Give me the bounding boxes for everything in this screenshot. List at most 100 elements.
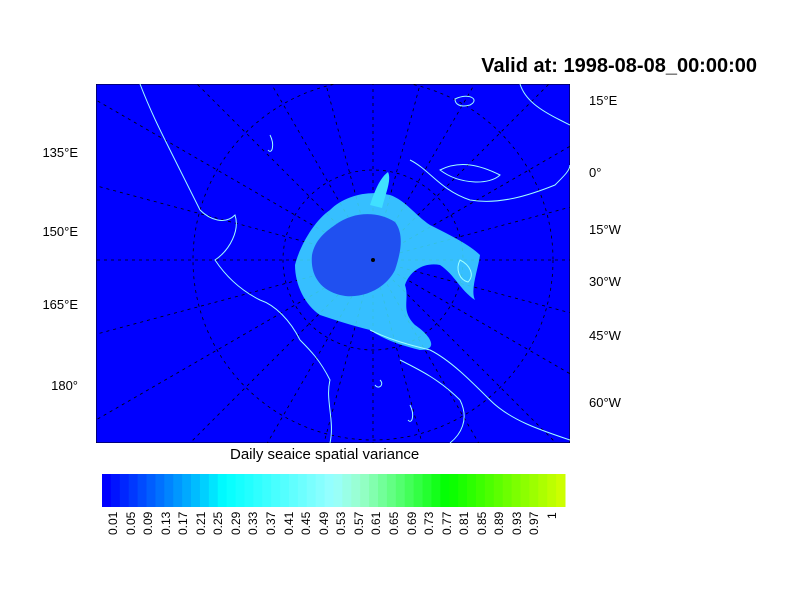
colorbar-tick-label: 0.49 [316,512,331,536]
colorbar-box [182,474,192,507]
colorbar-box [529,474,539,507]
colorbar-box [520,474,530,507]
colorbar-tick-label: 0.41 [281,512,296,536]
colorbar-box [484,474,495,507]
colorbar-box [502,474,513,507]
sea-ice-core [311,214,401,297]
colorbar-box [244,474,254,507]
north-pole-marker [371,258,375,262]
plot-title: Valid at: 1998-08-08_00:00:00 [481,55,757,77]
colorbar-box [280,474,290,507]
colorbar-box [556,474,566,507]
colorbar-box [137,474,148,507]
longitude-label: 60°W [589,395,621,410]
colorbar-tick-label: 0.97 [527,512,542,536]
colorbar-tick-label: 0.17 [176,512,191,536]
colorbar-box [547,474,557,507]
colorbar-box [155,474,165,507]
colorbar-box [395,474,406,507]
colorbar-box [226,474,237,507]
coastlines [139,84,570,443]
colorbar-tick-label: 0.13 [158,512,173,536]
colorbar-box [262,474,272,507]
colorbar-box [164,474,174,507]
colorbar-tick-label: 0.61 [369,512,384,536]
meridian-line [96,185,374,261]
colorbar-box [288,474,299,507]
colorbar-box [191,474,201,507]
colorbar-box [315,474,326,507]
colorbar-tick-label: 0.45 [299,512,314,536]
meridian-line [96,99,374,261]
meridian-line [96,259,374,335]
colorbar-tick-label: 0.57 [351,512,366,536]
colorbar-tick-label: 0.81 [457,512,472,536]
meridian-line [96,259,374,421]
colorbar-tick-label: 0.93 [509,512,524,536]
colorbar-tick-label: 0.73 [422,512,437,536]
colorbar-box [208,474,219,507]
colorbar-box [217,474,228,507]
colorbar-box [297,474,308,507]
colorbar-box [449,474,459,507]
colorbar-tick-label: 0.77 [439,512,454,536]
colorbar-box [342,474,352,507]
parallel-line [192,84,554,441]
colorbar-box [119,474,130,507]
colorbar-box [378,474,388,507]
longitude-label: 180° [51,378,78,393]
colorbar-tick-label: 0.25 [211,512,226,536]
colorbar-box [306,474,317,507]
colorbar-tick-label: 0.37 [264,512,279,536]
meridian-line [372,259,570,314]
colorbar-box [422,474,432,507]
colorbar-box [271,474,281,507]
longitude-label: 135°E [42,145,78,160]
colorbar-box [538,474,548,507]
colorbar-box [493,474,504,507]
longitude-label: 30°W [589,274,621,289]
colorbar-box [146,474,156,507]
colorbar-box [431,474,441,507]
colorbar-box [333,474,343,507]
colorbar-box [475,474,486,507]
colorbar-box [360,474,370,507]
colorbar-tick-label: 0.21 [193,512,208,536]
colorbar-box [253,474,263,507]
colorbar-box [128,474,139,507]
colorbar-tick-label: 0.01 [106,512,120,536]
colorbar-box [351,474,361,507]
colorbar-box [369,474,379,507]
longitude-label: 15°W [589,222,621,237]
colorbar-tick-label: 1 [545,512,559,519]
meridian-line [271,84,374,261]
colorbar-box [386,474,397,507]
colorbar-box [467,474,477,507]
colorbar-box [110,474,121,507]
colorbar-box [324,474,334,507]
colorbar-tick-label: 0.29 [228,512,243,536]
sea-ice-tongue [370,172,390,208]
colorbar-box [404,474,415,507]
meridian-line [372,84,475,261]
map-panel [96,84,570,443]
colorbar-tick-label: 0.53 [334,512,349,536]
sea-ice-field [295,172,480,350]
colorbar-tick-label: 0.89 [492,512,507,536]
colorbar-tick-label: 0.33 [246,512,261,536]
colorbar-tick-label: 0.09 [141,512,156,536]
colorbar-box [413,474,424,507]
longitude-label: 165°E [42,297,78,312]
colorbar [102,474,566,507]
longitude-label: 45°W [589,328,621,343]
colorbar-tick-label: 0.85 [474,512,489,536]
colorbar-box [235,474,245,507]
colorbar-box [440,474,450,507]
colorbar-tick-label: 0.05 [123,512,138,536]
longitude-label: 150°E [42,224,78,239]
colorbar-tick-label: 0.65 [386,512,401,536]
colorbar-box [199,474,210,507]
colorbar-box [511,474,521,507]
longitude-label: 0° [589,165,602,180]
